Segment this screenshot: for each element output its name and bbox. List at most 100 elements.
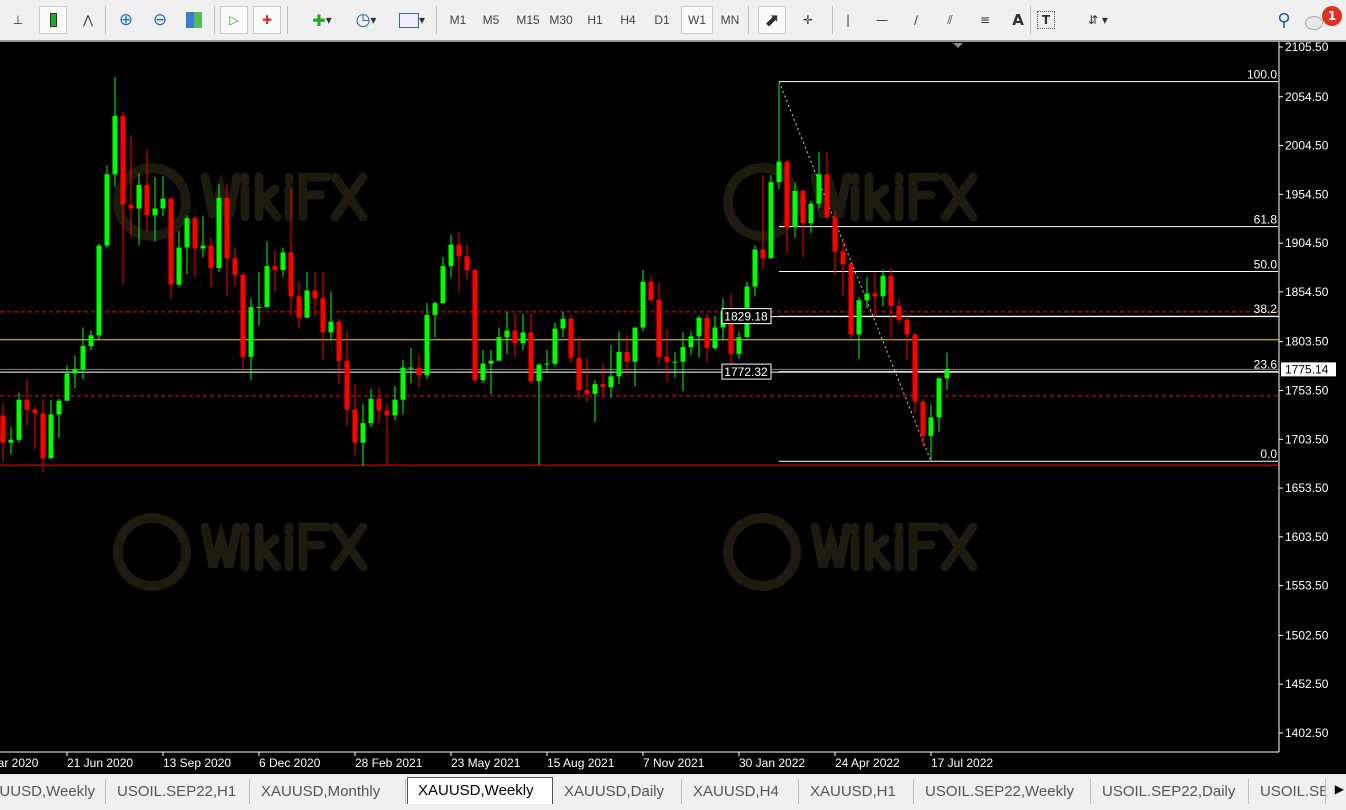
candle-body <box>520 332 526 344</box>
candle-body <box>912 334 918 402</box>
zoom-in-icon[interactable]: ⊕ <box>118 10 134 30</box>
timeframe-d1-button[interactable]: D1 <box>654 13 670 27</box>
auto-scroll-icon[interactable]: ▷ <box>220 6 248 34</box>
candle-body <box>128 204 134 209</box>
candle-body <box>184 218 190 248</box>
notification-badge: 1 <box>1322 6 1342 26</box>
tile-windows-icon[interactable] <box>180 6 208 34</box>
candle-body <box>800 190 806 224</box>
candle-body <box>944 369 950 379</box>
text-icon[interactable]: A <box>1012 11 1024 29</box>
cursor-icon[interactable]: ⬈ <box>758 6 786 34</box>
chart-tab[interactable]: XAUUSD,Daily <box>554 779 682 804</box>
timeframe-w1-button[interactable]: W1 <box>681 6 713 34</box>
trendline-icon[interactable]: ∕ <box>913 13 919 27</box>
candle-body <box>680 347 686 362</box>
price-tick-label: 1753.50 <box>1285 383 1329 397</box>
candle-body <box>384 410 390 416</box>
periods-clock-icon[interactable]: ◷ ▾ <box>355 10 377 30</box>
timeframe-h1-button[interactable]: H1 <box>587 13 603 27</box>
candlestick-chart[interactable]: 100.0 61.8 50.0 38.2 23.6 0.0 1829.18 1772.32 21… <box>0 42 1346 774</box>
zoom-out-icon[interactable]: ⊖ <box>152 10 168 30</box>
time-tick-label: 30 Jan 2022 <box>739 756 805 770</box>
candle-body <box>296 296 302 318</box>
candle-body <box>344 360 350 410</box>
candle-body <box>616 351 622 377</box>
candle-body <box>480 363 486 381</box>
candle-body <box>224 197 230 259</box>
candle-body <box>176 247 182 285</box>
candle-body <box>784 161 790 228</box>
chart-tab[interactable]: XAUUSD,Weekly <box>0 779 106 804</box>
fib-level-label: 100.0 <box>1247 68 1277 82</box>
chart-tab[interactable]: XAUUSD,Weekly <box>407 777 553 804</box>
candle-body <box>48 414 54 459</box>
tab-scroll-right-icon[interactable]: ▶ <box>1334 782 1344 796</box>
timeframe-m30-button[interactable]: M30 <box>549 13 573 27</box>
price-tick-label: 1954.50 <box>1285 187 1329 201</box>
candle-body <box>496 337 502 361</box>
candle-body <box>736 337 742 354</box>
candle-body <box>504 330 510 338</box>
text-label-icon[interactable]: T <box>1037 11 1055 29</box>
equidistant-channel-icon[interactable]: ⫽ <box>947 12 953 27</box>
vertical-line-icon[interactable]: | <box>845 13 851 27</box>
line-chart-icon[interactable]: ⋀ <box>83 13 93 27</box>
candle-body <box>120 115 126 205</box>
chart-tab[interactable]: USOIL.SEP22,Daily <box>1092 779 1249 804</box>
chart-shift-marker[interactable] <box>953 43 963 48</box>
price-tick-label: 1502.50 <box>1285 628 1329 642</box>
candle-body <box>600 384 606 388</box>
chart-shift-icon[interactable]: ✚ <box>253 6 281 34</box>
fib-trendline[interactable] <box>778 81 932 462</box>
arrows-icon[interactable]: ⇵ ▾ <box>1088 13 1108 27</box>
timeframe-m1-button[interactable]: M1 <box>449 13 467 27</box>
indicators-icon[interactable]: ✚ ▾ <box>312 10 332 30</box>
price-tick-label: 1452.50 <box>1285 677 1329 691</box>
price-label-box <box>721 363 772 380</box>
candle-body <box>672 361 678 363</box>
templates-icon[interactable]: ▾ <box>392 6 432 34</box>
candle-body <box>568 318 574 358</box>
candle-body <box>848 264 854 335</box>
chat-bubble-icon <box>1305 16 1323 30</box>
candle-body <box>416 367 422 376</box>
chart-tab[interactable]: XAUUSD,Monthly <box>251 779 406 804</box>
chart-tab[interactable]: USOIL.SEP22,H4 <box>1250 779 1326 804</box>
timeframe-mn-button[interactable]: MN <box>720 13 740 27</box>
chart-tab[interactable]: XAUUSD,H1 <box>800 779 914 804</box>
chart-tab[interactable]: XAUUSD,H4 <box>683 779 799 804</box>
candle-body <box>464 256 470 270</box>
price-tick-label: 2054.50 <box>1285 90 1329 104</box>
chart-window[interactable]: 100.0 61.8 50.0 38.2 23.6 0.0 1829.18 1772.32 21… <box>0 42 1346 774</box>
candlestick-chart-icon[interactable] <box>39 6 67 34</box>
horizontal-line-icon[interactable]: — <box>876 13 888 27</box>
candle-body <box>200 245 206 249</box>
candle-body <box>40 413 46 459</box>
candle-body <box>776 161 782 183</box>
chart-tab[interactable]: USOIL.SEP22,H1 <box>107 779 250 804</box>
price-tick-label: 1653.50 <box>1285 481 1329 495</box>
candle-body <box>576 357 582 390</box>
candle-body <box>560 318 566 329</box>
fibonacci-icon[interactable]: ≡ <box>979 13 991 27</box>
candle-body <box>272 266 278 270</box>
candle-body <box>752 249 758 287</box>
timeframe-h4-button[interactable]: H4 <box>620 13 636 27</box>
time-tick-label: 21 Jun 2020 <box>67 756 133 770</box>
watermark-wordmark <box>200 172 368 222</box>
time-tick-label: 28 Feb 2021 <box>355 756 423 770</box>
candle-body <box>584 390 590 394</box>
search-icon[interactable]: ⚲ <box>1277 9 1291 31</box>
notifications-button[interactable]: 1 <box>1305 6 1343 34</box>
candle-body <box>88 335 94 347</box>
chart-tab[interactable]: USOIL.SEP22,Weekly <box>915 779 1091 804</box>
bar-chart-icon[interactable]: ⊥ <box>12 13 24 27</box>
timeframe-m15-button[interactable]: M15 <box>516 13 540 27</box>
watermark-wordmark <box>200 522 368 572</box>
candle-body <box>232 258 238 275</box>
candle-body <box>832 217 838 252</box>
crosshair-icon[interactable]: ✛ <box>802 13 814 27</box>
timeframe-m5-button[interactable]: M5 <box>482 13 500 27</box>
candle-body <box>248 307 254 357</box>
